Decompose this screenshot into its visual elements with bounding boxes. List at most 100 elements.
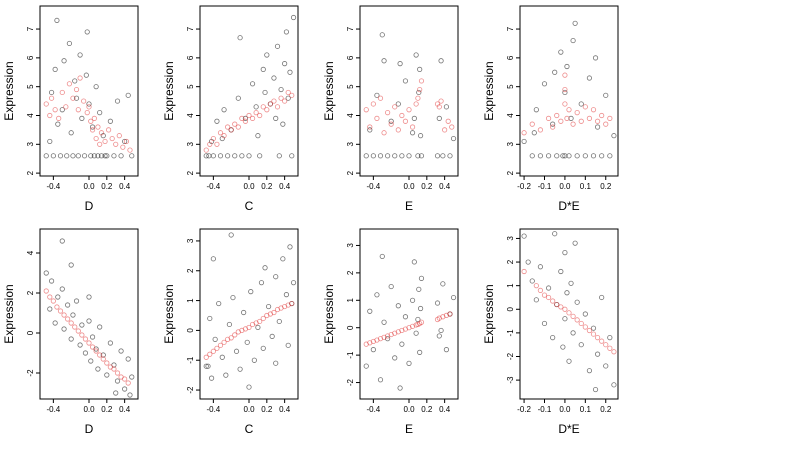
fitted-point <box>59 89 65 96</box>
y-tick-label: 5 <box>186 84 195 89</box>
y-tick-label: 1 <box>506 283 515 288</box>
x-tick-label: 0.2 <box>421 405 433 414</box>
observed-point <box>274 43 281 49</box>
observed-point <box>558 49 564 55</box>
observed-point <box>541 320 548 327</box>
observed-point <box>413 52 419 58</box>
observed-point <box>282 61 288 67</box>
observed-point <box>47 306 53 312</box>
y-axis-label: Expression <box>162 61 176 120</box>
observed-point <box>207 315 213 322</box>
observed-point <box>68 262 74 268</box>
fitted-point <box>537 287 544 293</box>
observed-point <box>521 138 527 145</box>
observed-point <box>271 75 277 81</box>
fitted-point <box>586 115 593 121</box>
x-axis-label: D*E <box>558 199 579 213</box>
observed-point <box>374 292 380 298</box>
observed-point <box>552 69 558 75</box>
y-tick-label: 0 <box>346 325 355 330</box>
plot-frame <box>359 5 459 177</box>
observed-point <box>249 81 256 87</box>
observed-series <box>203 232 297 390</box>
fitted-point <box>570 121 576 127</box>
observed-point <box>289 153 295 159</box>
observed-point <box>77 342 83 348</box>
observed-point <box>251 357 257 363</box>
fitted-point <box>590 107 597 113</box>
plot-frame <box>199 5 299 177</box>
fitted-point <box>402 118 409 124</box>
observed-point <box>242 115 249 121</box>
observed-point <box>75 153 81 159</box>
observed-point <box>283 29 290 35</box>
fitted-point <box>367 124 373 130</box>
fitted-series <box>521 72 613 136</box>
fitted-point <box>529 121 535 127</box>
observed-point <box>603 363 609 369</box>
x-tick-label: -0.4 <box>206 182 220 191</box>
y-tick-label: -1 <box>346 351 355 359</box>
observed-point <box>68 130 74 136</box>
fitted-point <box>558 118 564 124</box>
observed-point <box>397 385 403 391</box>
observed-point <box>107 340 113 346</box>
observed-point <box>287 244 293 250</box>
observed-point <box>114 98 121 104</box>
observed-point <box>125 356 131 362</box>
x-tick-label: -0.1 <box>538 182 552 191</box>
observed-point <box>531 130 537 136</box>
observed-point <box>560 153 566 159</box>
observed-point <box>89 124 96 130</box>
fitted-point <box>253 110 259 116</box>
fitted-point <box>48 95 55 101</box>
observed-point <box>562 316 568 322</box>
fitted-point <box>88 118 94 124</box>
observed-point <box>260 345 266 351</box>
panel-7: -0.4 0.0 0.2 0.4 -2 -1 0 1 2 3 E Expression <box>322 228 459 436</box>
fitted-point <box>554 301 560 308</box>
fitted-point <box>599 338 605 344</box>
observed-point <box>529 278 535 284</box>
fitted-point <box>52 107 58 113</box>
observed-point <box>59 286 65 292</box>
observed-point <box>418 153 425 159</box>
observed-point <box>48 278 55 284</box>
fitted-point <box>207 351 213 357</box>
observed-point <box>438 327 444 334</box>
fitted-point <box>570 313 576 319</box>
observed-point <box>264 52 270 58</box>
fitted-point <box>388 121 394 127</box>
y-tick-label: 7 <box>186 26 195 31</box>
x-tick-label: -0.4 <box>366 405 380 414</box>
observed-point <box>104 372 110 378</box>
fitted-point <box>564 115 570 121</box>
x-tick-label: -0.4 <box>46 182 60 191</box>
x-tick-label: 0.2 <box>261 405 273 414</box>
observed-point <box>81 153 88 159</box>
fitted-point <box>521 268 527 275</box>
observed-point <box>385 153 391 159</box>
fitted-point <box>578 118 584 124</box>
observed-point <box>550 121 556 127</box>
observed-point <box>525 259 531 265</box>
fitted-point <box>558 304 564 310</box>
observed-point <box>562 250 568 256</box>
observed-series <box>43 238 135 398</box>
observed-point <box>226 321 232 328</box>
observed-point <box>447 153 453 159</box>
fitted-point <box>550 298 556 304</box>
observed-point <box>592 55 599 61</box>
x-tick-label: 0.0 <box>403 182 415 191</box>
observed-point <box>203 363 209 369</box>
observed-point <box>574 153 580 159</box>
observed-point <box>603 92 609 98</box>
fitted-point <box>574 110 580 116</box>
observed-point <box>210 256 216 262</box>
x-axis-label: D <box>85 199 94 213</box>
observed-point <box>77 52 83 58</box>
fitted-point <box>97 141 103 147</box>
x-axis-label: C <box>245 199 254 213</box>
observed-point <box>406 360 412 366</box>
fitted-point <box>445 118 451 124</box>
